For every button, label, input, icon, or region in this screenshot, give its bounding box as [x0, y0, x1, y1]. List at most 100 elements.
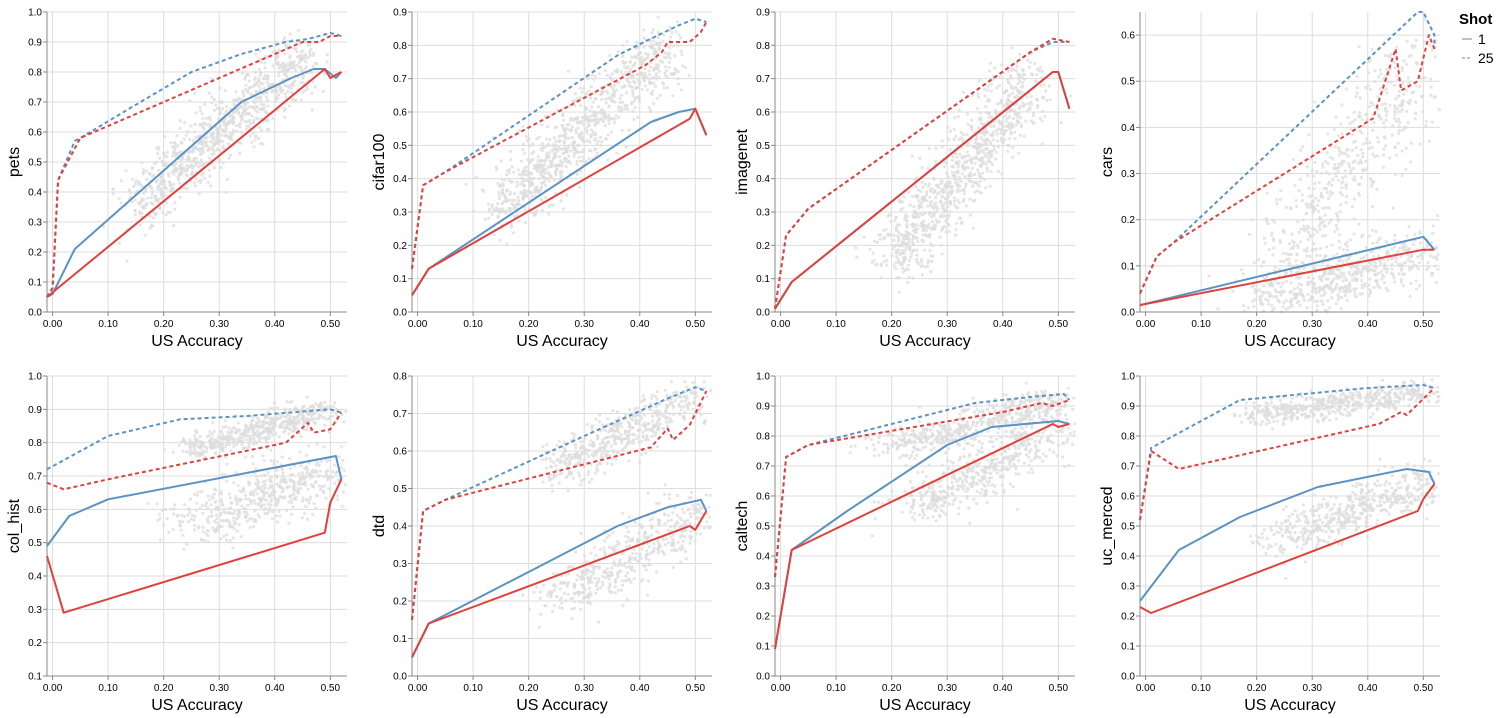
- scatter-point: [1344, 183, 1348, 187]
- scatter-point: [668, 28, 672, 32]
- scatter-point: [921, 185, 925, 189]
- scatter-point: [1262, 260, 1266, 264]
- scatter-point: [211, 137, 215, 141]
- scatter-point: [587, 123, 592, 127]
- scatter-point: [1282, 289, 1286, 293]
- scatter-point: [516, 195, 520, 199]
- scatter-point: [615, 81, 619, 85]
- scatter-point: [921, 240, 926, 244]
- scatter-point: [1347, 286, 1351, 290]
- scatter-point: [242, 108, 246, 112]
- scatter-point: [569, 116, 573, 120]
- scatter-point: [647, 77, 652, 81]
- scatter-point: [224, 538, 229, 542]
- scatter-point: [939, 200, 943, 205]
- scatter-point: [575, 143, 580, 147]
- scatter-point: [502, 192, 506, 196]
- scatter-point: [1386, 267, 1390, 271]
- scatter-point: [679, 88, 684, 92]
- scatter-point: [1327, 172, 1331, 176]
- scatter-point: [968, 213, 973, 217]
- scatter-point: [983, 178, 987, 182]
- scatter-point: [323, 400, 327, 404]
- scatter-point: [916, 240, 920, 244]
- scatter-point: [1017, 112, 1021, 116]
- scatter-point: [310, 417, 315, 422]
- scatter-point: [179, 440, 183, 444]
- scatter-point: [1355, 91, 1359, 95]
- scatter-point: [1324, 160, 1328, 164]
- scatter-point: [332, 463, 336, 467]
- scatter-point: [259, 424, 263, 428]
- scatter-point: [1207, 274, 1211, 278]
- scatter-point: [1359, 271, 1363, 275]
- scatter-point: [1308, 254, 1312, 258]
- scatter-point: [912, 204, 916, 209]
- scatter-point: [903, 242, 907, 246]
- scatter-point: [261, 142, 265, 146]
- scatter-point: [498, 194, 502, 198]
- scatter-point: [974, 145, 979, 149]
- scatter-point: [232, 481, 236, 485]
- scatter-point: [634, 95, 638, 99]
- scatter-point: [1410, 266, 1414, 270]
- scatter-point: [1328, 285, 1332, 289]
- scatter-point: [562, 139, 566, 143]
- scatter-point: [1034, 79, 1039, 83]
- scatter-point: [572, 151, 577, 155]
- scatter-point: [257, 486, 261, 491]
- scatter-point: [168, 210, 172, 214]
- scatter-point: [1011, 116, 1016, 121]
- scatter-point: [928, 195, 932, 199]
- scatter-point: [1284, 252, 1288, 256]
- scatter-point: [665, 86, 669, 90]
- scatter-point: [1388, 103, 1392, 107]
- scatter-point: [309, 71, 313, 75]
- scatter-point: [664, 69, 669, 73]
- scatter-point: [676, 82, 680, 86]
- scatter-point: [220, 448, 224, 453]
- scatter-point: [235, 529, 239, 533]
- scatter-point: [238, 151, 242, 156]
- scatter-point: [254, 421, 258, 425]
- scatter-point: [144, 169, 148, 173]
- scatter-point: [517, 219, 521, 223]
- scatter-point: [980, 171, 985, 175]
- scatter-point: [991, 78, 995, 82]
- scatter-point: [525, 165, 529, 169]
- scatter-point: [648, 65, 652, 69]
- scatter-point: [195, 160, 199, 164]
- scatter-point: [515, 184, 519, 188]
- scatter-point: [990, 133, 995, 138]
- scatter-point: [1014, 123, 1018, 127]
- scatter-point: [221, 161, 225, 165]
- scatter-point: [649, 108, 653, 112]
- scatter-point: [539, 159, 543, 163]
- scatter-point: [282, 477, 286, 481]
- scatter-point: [1263, 241, 1267, 245]
- scatter-point: [613, 117, 617, 121]
- scatter-point: [1367, 261, 1371, 265]
- scatter-point: [950, 158, 955, 162]
- scatter-point: [1399, 104, 1403, 108]
- scatter-point: [1418, 231, 1422, 236]
- scatter-point: [520, 176, 525, 180]
- y-tick-label: 0.5: [393, 141, 407, 152]
- scatter-point: [304, 52, 308, 57]
- scatter-point: [304, 505, 308, 509]
- scatter-point: [1028, 105, 1032, 109]
- scatter-point: [911, 234, 915, 238]
- scatter-point: [124, 169, 128, 173]
- scatter-point: [207, 168, 211, 172]
- scatter-point: [288, 56, 292, 60]
- scatter-point: [494, 209, 499, 213]
- scatter-point: [264, 420, 268, 424]
- scatter-point: [620, 100, 625, 104]
- scatter-point: [184, 133, 188, 137]
- y-tick-label: 0.6: [1121, 31, 1135, 42]
- scatter-point: [938, 235, 942, 239]
- scatter-point: [234, 471, 238, 475]
- scatter-point: [158, 156, 162, 160]
- scatter-point: [248, 122, 253, 126]
- scatter-point: [528, 159, 532, 163]
